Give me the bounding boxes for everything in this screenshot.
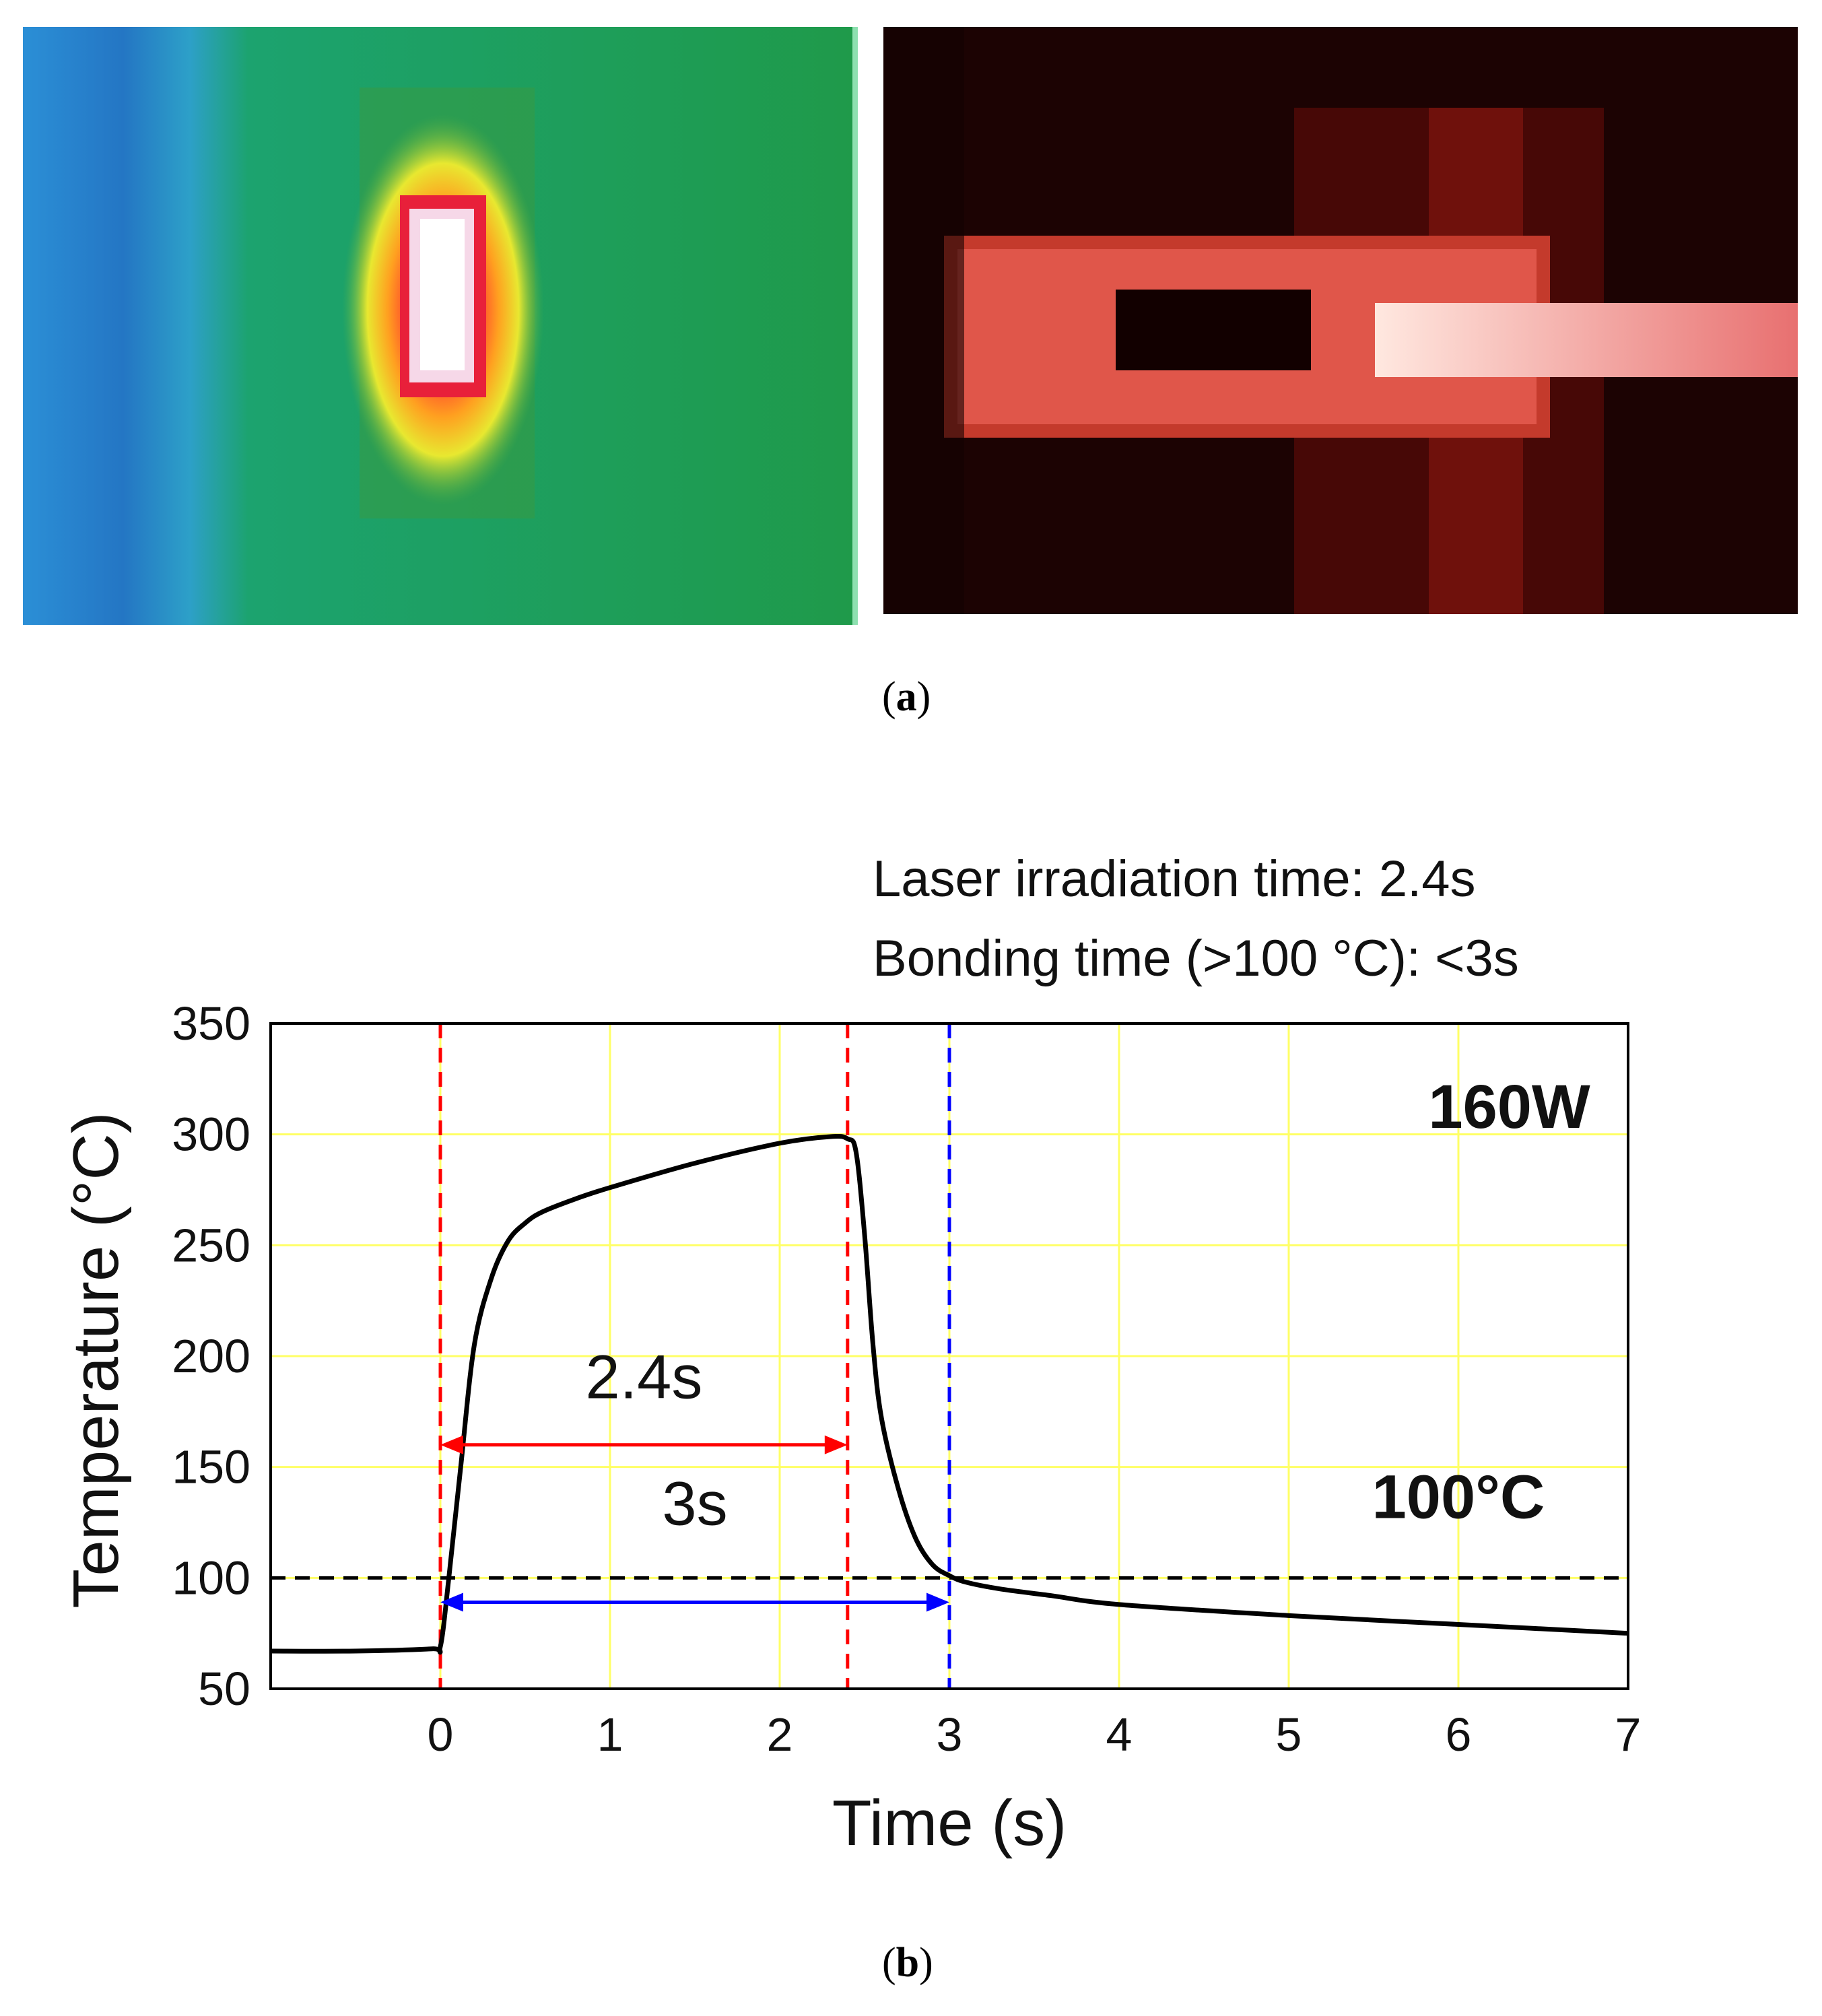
bonding-time-note: Bonding time (>100 °C): <3s	[873, 930, 1519, 987]
chart-annotation: 100°C	[1372, 1463, 1545, 1531]
y-tick-label: 200	[172, 1330, 250, 1382]
series-layer	[270, 1133, 1629, 1655]
x-tick-label: 2	[767, 1708, 793, 1761]
span-arrow-head-right	[824, 1435, 848, 1454]
y-tick-label: 150	[172, 1441, 250, 1493]
thermal-image	[23, 27, 858, 625]
laser-camera-image-icon	[883, 27, 1798, 614]
y-axis-label: Temperature (°C)	[60, 1112, 132, 1608]
y-tick-label: 50	[198, 1662, 250, 1715]
camera-image	[883, 27, 1798, 614]
chart-annotations: 160W 100°C	[1372, 1073, 1590, 1532]
x-tick-label: 7	[1615, 1708, 1642, 1761]
span-arrow-head-left	[440, 1435, 463, 1454]
plot-frame	[269, 1022, 1629, 1690]
thermal-camera-image-icon	[23, 27, 858, 625]
span-label: 3s	[662, 1469, 727, 1538]
x-axis-label: Time (s)	[832, 1787, 1067, 1859]
chart-annotation: 160W	[1428, 1073, 1590, 1141]
tick-labels: 0 1 2 3 4 5 6 7 50 100 150 200 250 300 350	[172, 997, 1641, 1761]
x-tick-label: 1	[597, 1708, 623, 1761]
laser-irradiation-note: Laser irradiation time: 2.4s	[873, 850, 1476, 908]
panel-letter-a: a	[896, 674, 917, 720]
y-tick-label: 250	[172, 1219, 250, 1271]
x-tick-label: 0	[428, 1708, 454, 1761]
x-tick-label: 5	[1276, 1708, 1302, 1761]
span-arrow-head-right	[926, 1592, 949, 1612]
y-tick-label: 100	[172, 1551, 250, 1604]
x-tick-label: 4	[1106, 1708, 1133, 1761]
x-tick-label: 3	[937, 1708, 963, 1761]
panel-letter-b: b	[896, 1940, 920, 1986]
y-tick-label: 300	[172, 1108, 250, 1161]
span-annotations: 2.4s 3s	[440, 1343, 949, 1612]
temperature-chart: 2.4s 3s 0 1 2 3 4 5 6 7 50 100 150 200 250 300 350 160W…	[60, 997, 1641, 1859]
span-label: 2.4s	[585, 1343, 702, 1412]
panel-label-b: (b)	[882, 1940, 933, 1986]
x-tick-label: 6	[1446, 1708, 1472, 1761]
temperature-series-line	[270, 1133, 1629, 1655]
y-tick-label: 350	[172, 997, 250, 1050]
panel-label-a: (a)	[882, 674, 931, 720]
span-arrow-head-left	[440, 1592, 463, 1612]
